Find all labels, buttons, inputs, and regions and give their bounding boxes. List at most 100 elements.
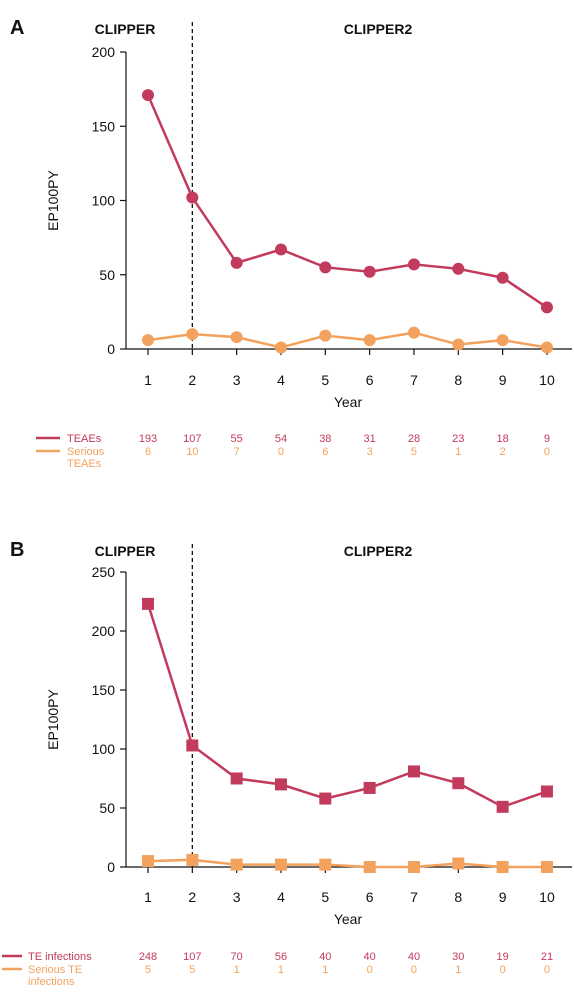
count-value: 23 xyxy=(452,433,464,445)
data-point xyxy=(452,777,465,790)
data-point xyxy=(230,772,243,785)
count-value: 107 xyxy=(183,951,201,963)
legend-label: Serious xyxy=(67,446,105,458)
x-tick-label: 6 xyxy=(366,372,374,388)
data-point xyxy=(496,334,509,347)
count-value: 0 xyxy=(500,964,506,976)
x-tick-label: 9 xyxy=(499,372,507,388)
count-value: 21 xyxy=(541,951,553,963)
data-point xyxy=(452,262,465,275)
data-point xyxy=(319,792,332,805)
data-point xyxy=(452,857,465,870)
count-value: 40 xyxy=(364,951,376,963)
x-tick-label: 4 xyxy=(277,372,285,388)
count-value: 248 xyxy=(139,951,157,963)
count-value: 70 xyxy=(231,951,243,963)
data-point xyxy=(142,855,154,868)
study-label-clipper2: CLIPPER2 xyxy=(344,543,413,559)
count-value: 18 xyxy=(497,433,509,445)
count-value: 0 xyxy=(544,446,550,458)
data-point xyxy=(540,341,553,354)
count-value: 0 xyxy=(367,964,373,976)
y-tick-label: 50 xyxy=(99,800,115,816)
data-point xyxy=(319,261,332,274)
data-point xyxy=(319,329,332,342)
data-point xyxy=(452,338,465,351)
x-tick-label: 2 xyxy=(188,889,196,905)
count-value: 1 xyxy=(278,964,284,976)
x-tick-label: 7 xyxy=(410,889,418,905)
x-tick-label: 7 xyxy=(410,372,418,388)
data-point xyxy=(230,256,243,269)
count-value: 0 xyxy=(278,446,284,458)
x-tick-label: 6 xyxy=(366,889,374,905)
count-value: 5 xyxy=(189,964,195,976)
data-point xyxy=(142,334,154,347)
data-point xyxy=(363,781,376,794)
count-value: 0 xyxy=(544,964,550,976)
study-label-clipper2: CLIPPER2 xyxy=(344,21,413,37)
y-tick-label: 150 xyxy=(92,682,116,698)
count-value: 193 xyxy=(139,433,157,445)
data-point xyxy=(319,858,332,871)
data-point xyxy=(186,328,199,341)
y-tick-label: 50 xyxy=(99,267,115,283)
data-point xyxy=(407,861,420,873)
x-tick-label: 8 xyxy=(454,372,462,388)
count-value: 56 xyxy=(275,951,287,963)
y-tick-label: 200 xyxy=(92,44,116,60)
data-point xyxy=(540,785,553,798)
count-value: 31 xyxy=(364,433,376,445)
data-point xyxy=(363,265,376,278)
count-value: 6 xyxy=(145,446,151,458)
x-tick-label: 10 xyxy=(539,372,555,388)
legend-label: TE infections xyxy=(28,951,92,963)
count-value: 7 xyxy=(234,446,240,458)
data-point xyxy=(274,243,287,256)
study-label-clipper: CLIPPER xyxy=(95,21,156,37)
data-point xyxy=(274,341,287,354)
count-value: 19 xyxy=(497,951,509,963)
y-tick-label: 200 xyxy=(92,623,116,639)
x-axis-label: Year xyxy=(334,911,363,927)
x-tick-label: 10 xyxy=(539,889,555,905)
x-tick-label: 4 xyxy=(277,889,285,905)
data-point xyxy=(186,739,199,752)
count-value: 107 xyxy=(183,433,201,445)
count-value: 10 xyxy=(186,446,198,458)
series-line-main xyxy=(146,94,548,309)
legend-label: infections xyxy=(28,976,75,988)
count-value: 6 xyxy=(322,446,328,458)
study-label-clipper: CLIPPER xyxy=(95,543,156,559)
data-point xyxy=(274,778,287,791)
count-value: 1 xyxy=(234,964,240,976)
data-point xyxy=(407,258,420,271)
count-value: 38 xyxy=(319,433,331,445)
panel-label: A xyxy=(10,17,24,39)
count-value: 54 xyxy=(275,433,287,445)
data-point xyxy=(496,800,509,813)
x-tick-label: 5 xyxy=(321,889,329,905)
count-value: 55 xyxy=(231,433,243,445)
legend-label: TEAEs xyxy=(67,458,102,470)
data-point xyxy=(274,858,287,871)
data-point xyxy=(407,765,420,778)
count-value: 9 xyxy=(544,433,550,445)
x-tick-label: 9 xyxy=(499,889,507,905)
count-value: 1 xyxy=(455,446,461,458)
data-point xyxy=(230,858,243,871)
count-value: 40 xyxy=(408,951,420,963)
data-point xyxy=(496,861,509,873)
count-value: 28 xyxy=(408,433,420,445)
series-line-serious xyxy=(147,331,548,349)
x-tick-label: 1 xyxy=(144,889,152,905)
count-value: 1 xyxy=(455,964,461,976)
count-value: 2 xyxy=(500,446,506,458)
series-line-main xyxy=(146,603,548,809)
x-tick-label: 8 xyxy=(454,889,462,905)
x-tick-label: 2 xyxy=(188,372,196,388)
